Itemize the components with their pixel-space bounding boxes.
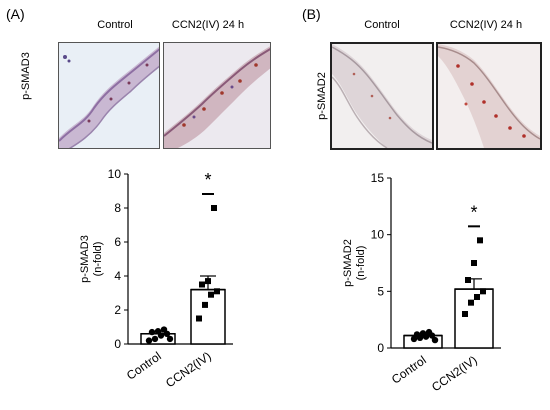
y-tick-label: 6 [114,235,121,249]
y-tick-label: 2 [114,303,121,317]
data-point [199,281,205,288]
data-point [166,335,174,343]
x-tick-label: CCN2(IV) [163,349,214,390]
significance-marker: * [204,170,211,190]
micrograph-ccn2 [436,42,542,150]
y-axis-label-line: (n-fold) [92,242,104,277]
bar-chart-p-smad3: 0 2 4 6 8 10 p-SMAD3(n-fold) Control CCN2(IV) * [79,167,233,390]
data-point [410,335,418,343]
data-point [471,260,477,266]
data-point [145,337,153,344]
data-point [148,328,156,336]
data-point [211,205,217,211]
y-tick-label: 10 [108,167,122,181]
micrograph-control [58,42,160,149]
image-column-label-control: Control [97,19,133,31]
micrograph-control [330,42,434,150]
data-point [208,291,214,298]
x-tick-label: CCN2(IV) [429,353,480,394]
image-column-label-ccn2: CCN2(IV) 24 h [449,19,523,31]
micrograph-ccn2 [163,42,271,149]
data-point [151,335,159,343]
x-tick-label: Control [389,353,429,387]
y-axis-label-line: (n-fold) [355,246,367,281]
y-tick-label: 4 [114,269,121,283]
y-tick-label: 5 [377,284,384,298]
data-point [431,336,439,344]
data-point [202,301,208,308]
y-tick-label: 8 [114,201,121,215]
data-point [465,277,471,283]
data-point [205,278,211,285]
data-point [425,328,433,336]
y-axis-label-line: p-SMAD2 [342,239,354,287]
x-tick-label: Control [124,349,164,383]
data-point [474,294,480,300]
data-point [214,288,220,295]
y-axis-label: p-SMAD3(n-fold) [79,235,104,283]
data-point [413,331,421,338]
data-point [160,326,168,333]
image-column-label-control: Control [364,19,400,31]
panel-label-b: (B) [302,6,321,22]
significance-marker: * [470,202,477,222]
y-tick-label: 0 [377,341,384,355]
y-tick-label: 15 [371,171,385,185]
image-column-label-ccn2: CCN2(IV) 24 h [171,19,245,31]
data-point [419,330,427,337]
data-point [154,328,162,335]
data-point [196,315,202,322]
y-tick-label: 0 [114,337,121,351]
image-row-label: p-SMAD3 [20,52,32,100]
data-point [480,288,486,295]
data-point [462,311,468,317]
panel-label-a: (A) [6,6,25,22]
y-tick-label: 10 [371,228,385,242]
bar-chart-p-smad2: 0 5 10 15 p-SMAD2(n-fold) Control CCN2(IV) * [342,171,501,394]
data-point [477,237,483,244]
data-point [468,299,474,306]
y-axis-label-line: p-SMAD3 [79,235,91,283]
image-row-label: p-SMAD2 [316,72,328,120]
y-axis-label: p-SMAD2(n-fold) [342,239,367,287]
